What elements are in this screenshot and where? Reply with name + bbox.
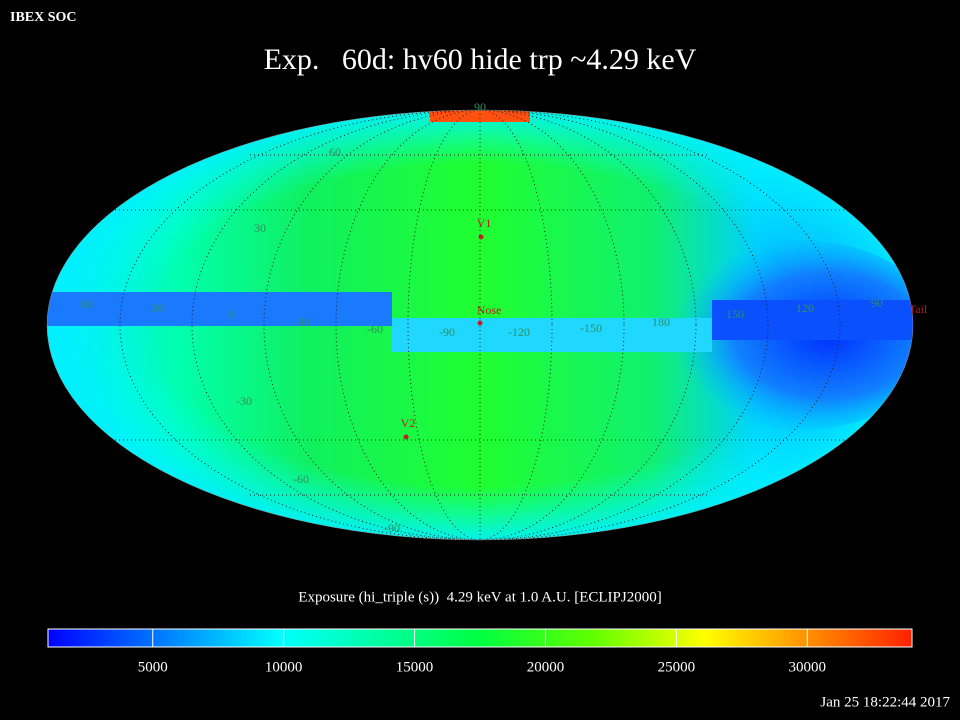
marker-dot: [478, 234, 484, 240]
longitude-label: 60: [81, 297, 93, 311]
marker-dot: [403, 434, 409, 440]
title: Exp. 60d: hv60 hide trp ~4.29 keV: [264, 43, 697, 76]
marker-label: Tail: [909, 302, 928, 316]
colorbar-ticks: 5000 10000 15000 20000 25000 30000: [138, 629, 826, 675]
colorbar-tick-label: 25000: [658, 659, 696, 675]
longitude-label: -120: [508, 325, 530, 339]
longitude-labels: 60 30 0 -30 -60 -90 -120 -150 180 150 120 90: [81, 296, 883, 339]
colorbar-tick-label: 10000: [265, 659, 303, 675]
latitude-label: -60: [293, 472, 309, 486]
map-outline: [46, 109, 914, 541]
marker-label: V2: [401, 416, 416, 430]
longitude-label: -150: [580, 321, 602, 335]
longitude-label: -60: [367, 322, 383, 336]
colorbar-tick-label: 15000: [396, 659, 434, 675]
colorbar-tick-label: 30000: [789, 659, 827, 675]
longitude-label: -30: [294, 315, 310, 329]
marker-dot: [477, 320, 483, 326]
longitude-label: 90: [871, 296, 883, 310]
longitude-label: 30: [152, 301, 164, 315]
colorbar-caption: Exposure (hi_triple (s)) 4.29 keV at 1.0…: [298, 589, 661, 605]
latitude-label: 60: [329, 145, 341, 159]
latitude-label: -90: [384, 521, 400, 535]
colorbar-tick-label: 5000: [138, 659, 168, 675]
org: IBEX SOC: [10, 10, 77, 25]
longitude-label: -90: [439, 325, 455, 339]
longitude-label: 120: [796, 301, 814, 315]
colorbar: [47, 628, 913, 648]
latitude-labels: 90 60 30 -30 -60 -90: [236, 100, 486, 535]
latitude-label: -30: [236, 394, 252, 408]
sky-map: [47, 110, 913, 540]
marker-label: V1: [477, 216, 492, 230]
colorbar-tick-label: 20000: [527, 659, 565, 675]
marker-label: Nose: [477, 303, 502, 317]
longitude-label: 150: [726, 307, 744, 321]
timestamp: Jan 25 18:22:44 2017: [820, 694, 950, 710]
longitude-label: 0: [228, 307, 234, 321]
latitude-label: 30: [254, 221, 266, 235]
longitude-label: 180: [652, 315, 670, 329]
latitude-label: 90: [474, 100, 486, 114]
